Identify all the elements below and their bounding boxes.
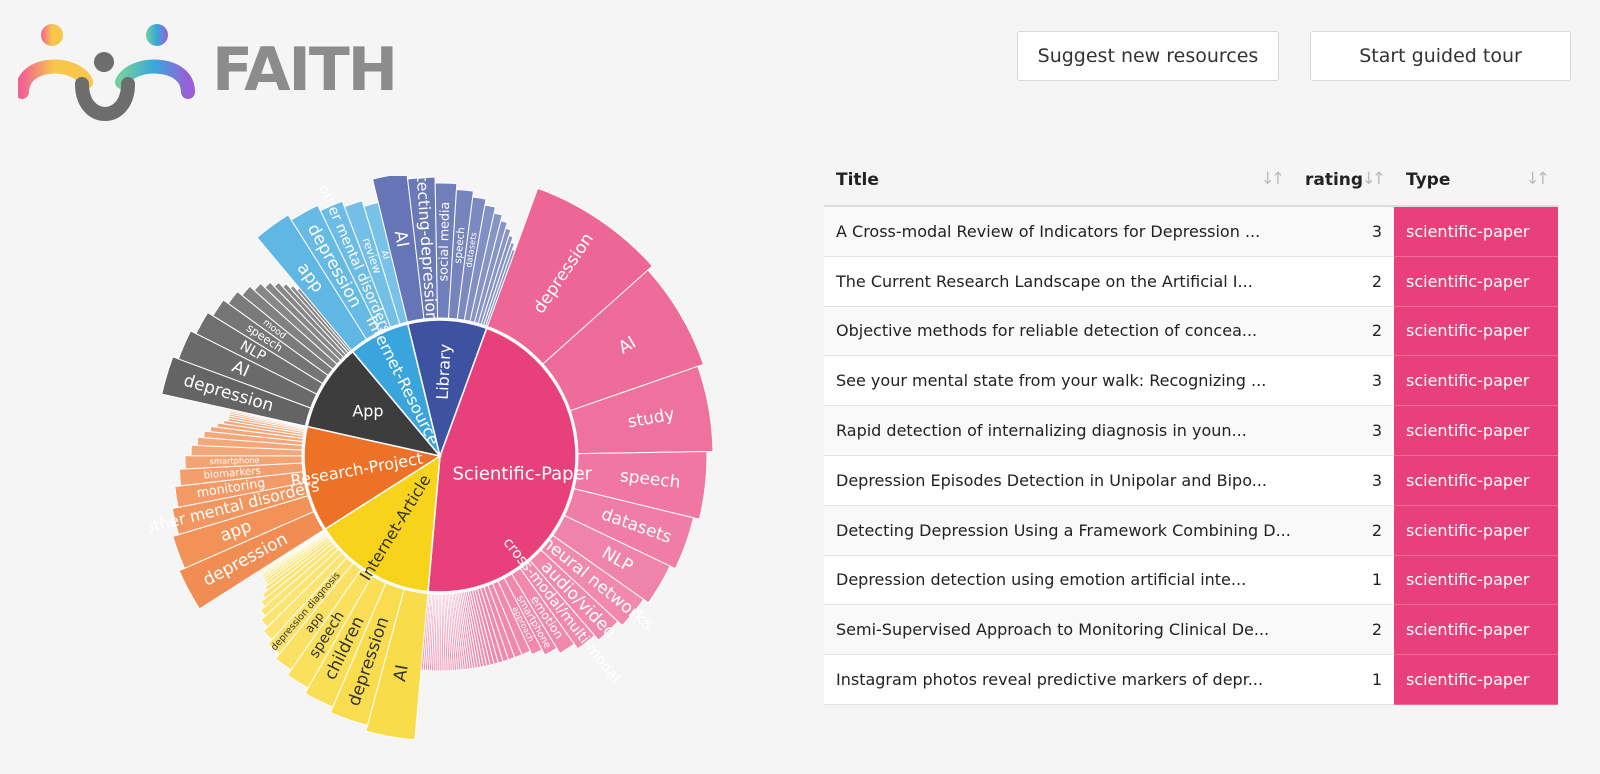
row-rating: 3 (1293, 206, 1394, 257)
suggest-resources-button[interactable]: Suggest new resources (1017, 31, 1279, 81)
sunburst-outer-label: speech (452, 227, 467, 265)
row-title: Depression Episodes Detection in Unipola… (824, 455, 1293, 506)
row-type-badge: scientific-paper (1394, 604, 1558, 656)
row-title: Depression detection using emotion artif… (824, 555, 1293, 606)
sunburst-inner-segment[interactable] (303, 425, 442, 531)
row-type-badge: scientific-paper (1394, 405, 1558, 456)
row-rating: 3 (1293, 455, 1394, 506)
sunburst-inner-segment[interactable] (406, 319, 488, 459)
row-type-badge: scientific-paper (1394, 355, 1558, 407)
row-rating: 2 (1293, 604, 1394, 656)
row-title: Objective methods for reliable detection… (824, 306, 1293, 357)
row-rating: 3 (1293, 405, 1394, 456)
sunburst-outer-segment[interactable] (485, 248, 516, 328)
sunburst-outer-segment[interactable] (569, 365, 714, 455)
row-type-badge: scientific-paper (1394, 256, 1558, 307)
row-title: Instagram photos reveal predictive marke… (824, 654, 1293, 705)
row-type-badge: scientific-paper (1394, 306, 1558, 357)
sunburst-chart[interactable]: depressionAIstudyspeechdatasetsNLPneural… (150, 176, 730, 756)
sunburst-inner-label: Scientific-Paper (453, 463, 593, 484)
title-column-header[interactable]: Title ↓↑ (824, 155, 1293, 207)
type-header-label: Type (1406, 170, 1451, 190)
table-row[interactable]: Depression Episodes Detection in Unipola… (824, 455, 1558, 506)
row-type-badge: scientific-paper (1394, 505, 1558, 556)
table-row[interactable]: Semi-Supervised Approach to Monitoring C… (824, 604, 1558, 656)
row-type-badge: scientific-paper (1394, 206, 1558, 257)
sort-icon[interactable]: ↓↑ (1260, 169, 1285, 189)
logo-text: FAITH (212, 35, 396, 105)
row-title: Semi-Supervised Approach to Monitoring C… (824, 604, 1293, 656)
table-row[interactable]: Rapid detection of internalizing diagnos… (824, 405, 1558, 456)
row-rating: 2 (1293, 306, 1394, 357)
sunburst-outer-label: AI (390, 663, 413, 683)
type-column-header[interactable]: Type ↓↑ (1394, 155, 1558, 207)
table-row[interactable]: Depression detection using emotion artif… (824, 555, 1558, 606)
table-row[interactable]: The Current Research Landscape on the Ar… (824, 256, 1558, 307)
sunburst-outer-segment[interactable] (486, 187, 654, 365)
sort-icon[interactable]: ↓↑ (1361, 169, 1386, 189)
start-tour-button[interactable]: Start guided tour (1310, 31, 1571, 81)
row-rating: 2 (1293, 256, 1394, 307)
logo-mark-icon (18, 24, 195, 121)
row-title: The Current Research Landscape on the Ar… (824, 256, 1293, 307)
table-row[interactable]: See your mental state from your walk: Re… (824, 355, 1558, 407)
sunburst-outer-label: AI (390, 229, 413, 249)
row-type-badge: scientific-paper (1394, 555, 1558, 606)
rating-header-label: rating (1305, 170, 1364, 190)
sunburst-outer-label: AI (229, 357, 252, 382)
sunburst-outer-segment[interactable] (542, 269, 705, 412)
row-title: See your mental state from your walk: Re… (824, 355, 1293, 407)
table-row[interactable]: Detecting Depression Using a Framework C… (824, 505, 1558, 556)
sunburst-outer-label: social media (435, 202, 452, 282)
sunburst-inner-label: Library (433, 343, 455, 400)
table-header-row: Title ↓↑ rating ↓↑ Type ↓↑ (824, 155, 1558, 207)
row-title: Detecting Depression Using a Framework C… (824, 505, 1293, 556)
row-type-badge: scientific-paper (1394, 455, 1558, 506)
row-type-badge: scientific-paper (1394, 654, 1558, 705)
row-rating: 3 (1293, 355, 1394, 407)
table-row[interactable]: A Cross-modal Review of Indicators for D… (824, 206, 1558, 257)
sunburst-outer-label: biomarkers (203, 465, 261, 482)
row-rating: 1 (1293, 555, 1394, 606)
sort-icon[interactable]: ↓↑ (1525, 169, 1550, 189)
rating-column-header[interactable]: rating ↓↑ (1293, 155, 1394, 207)
resource-table: Title ↓↑ rating ↓↑ Type ↓↑ A Cross-modal… (824, 155, 1558, 722)
sunburst-outer-label: AI (378, 249, 390, 260)
sunburst-outer-label: smartphone (209, 455, 259, 466)
row-title: A Cross-modal Review of Indicators for D… (824, 206, 1293, 257)
title-header-label: Title (836, 170, 879, 190)
sunburst-inner-segment[interactable] (324, 454, 441, 593)
table-row[interactable]: Objective methods for reliable detection… (824, 306, 1558, 357)
sunburst-inner-label: App (352, 402, 383, 421)
row-rating: 2 (1293, 505, 1394, 556)
row-rating: 1 (1293, 654, 1394, 705)
row-title: Rapid detection of internalizing diagnos… (824, 405, 1293, 456)
faith-logo: FAITH (18, 24, 398, 121)
sunburst-outer-segment[interactable] (573, 450, 708, 520)
sunburst-inner-segment[interactable] (427, 327, 577, 593)
table-row[interactable]: Instagram photos reveal predictive marke… (824, 654, 1558, 705)
sunburst-inner-segment[interactable] (306, 350, 442, 458)
